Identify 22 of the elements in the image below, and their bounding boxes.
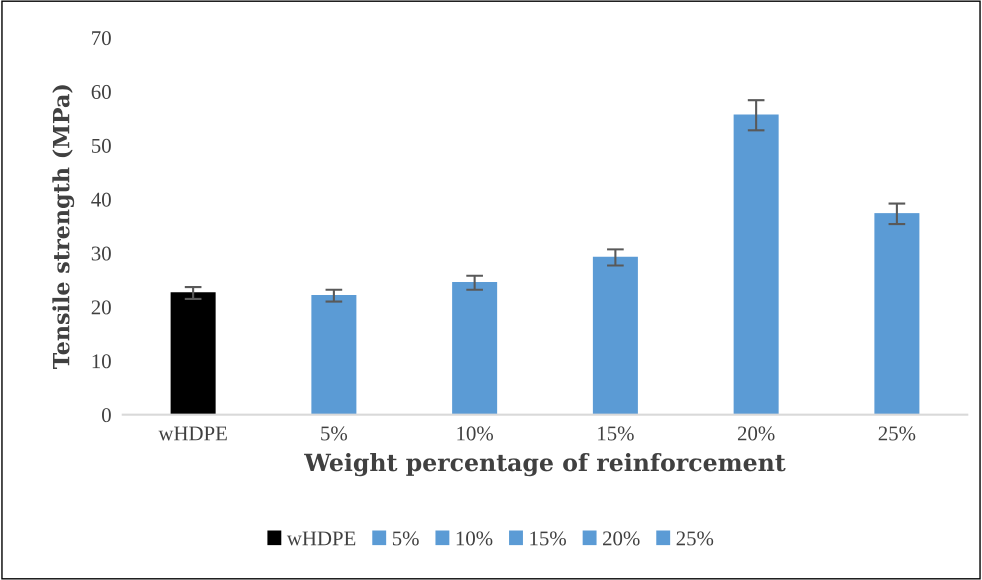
y-tick-label: 20 bbox=[92, 300, 111, 314]
x-tick-label: 25% bbox=[878, 426, 916, 441]
legend-label: 25% bbox=[676, 531, 714, 546]
y-tick-label: 70 bbox=[92, 31, 111, 46]
x-tick-label: 10% bbox=[457, 426, 494, 441]
x-tick-label: 5% bbox=[321, 426, 348, 441]
legend-label: wHDPE bbox=[286, 532, 356, 546]
y-tick-label: 10 bbox=[92, 354, 111, 368]
y-tick-label: 0 bbox=[102, 408, 111, 422]
y-tick-label: 40 bbox=[91, 192, 111, 207]
y-axis-title: Tensile strength (MPa) bbox=[52, 85, 74, 370]
x-axis-title: Weight percentage of reinforcement bbox=[304, 453, 786, 476]
legend-label: 10% bbox=[456, 531, 492, 546]
y-tick-label: 30 bbox=[92, 246, 111, 261]
y-tick-label: 50 bbox=[92, 138, 111, 153]
x-tick-label: 15% bbox=[598, 426, 634, 441]
legend-label: 20% bbox=[603, 531, 640, 546]
x-tick-label: wHDPE bbox=[158, 426, 227, 440]
legend-label: 5% bbox=[392, 531, 419, 546]
y-tick-label: 60 bbox=[92, 84, 111, 99]
x-tick-label: 20% bbox=[738, 426, 775, 441]
legend-label: 15% bbox=[530, 531, 566, 546]
